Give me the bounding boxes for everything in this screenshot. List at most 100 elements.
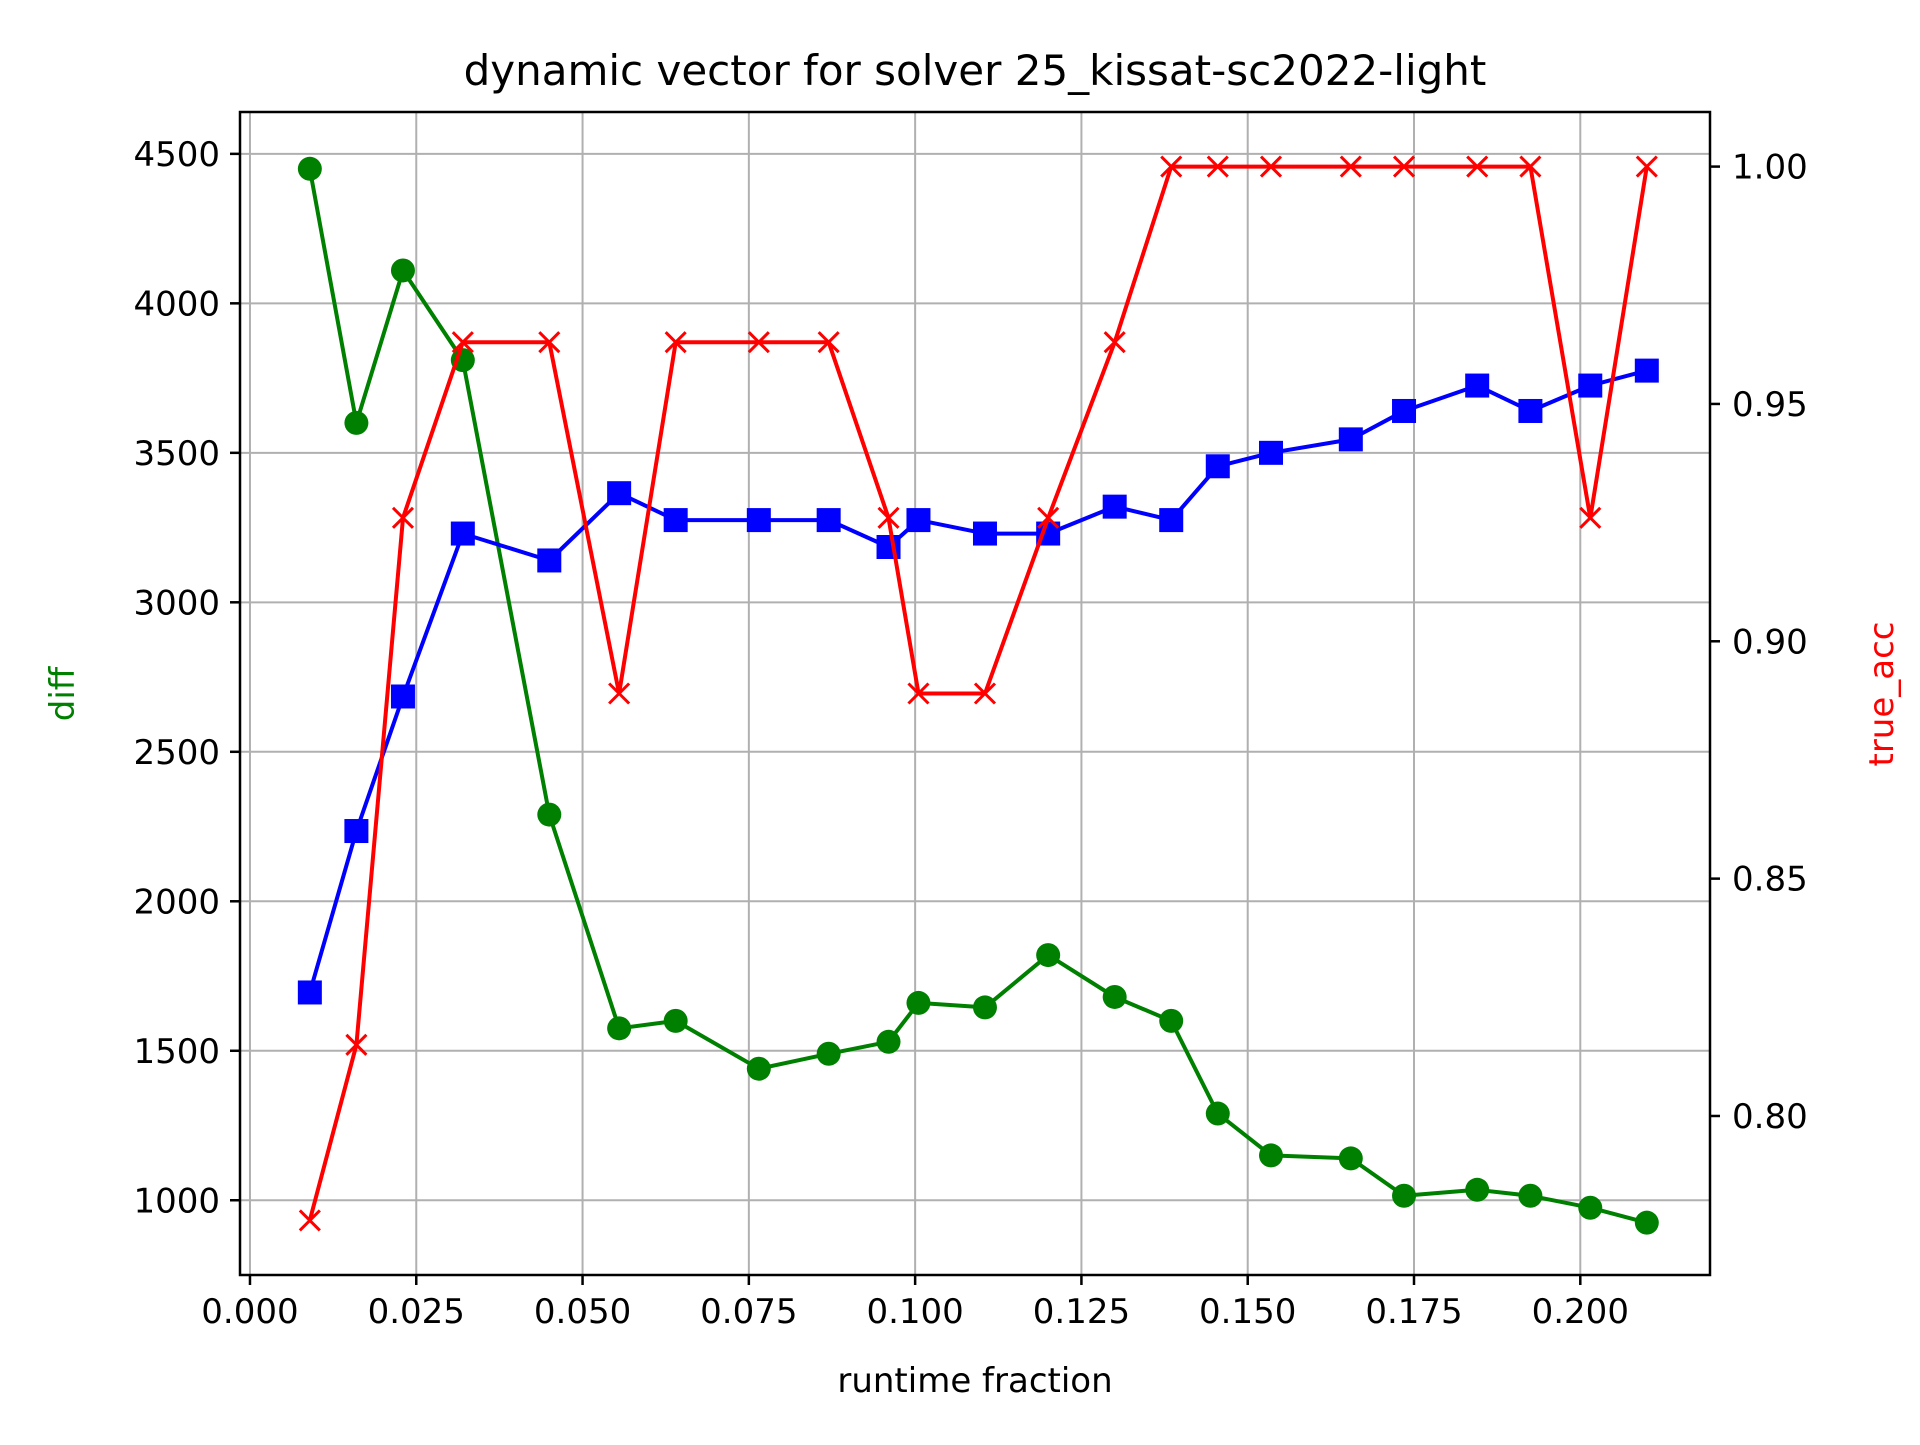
data-point [906, 508, 931, 533]
data-point [451, 331, 474, 354]
grid [240, 112, 1710, 1275]
data-point [1258, 1143, 1283, 1168]
x-tick-label: 0.075 [700, 1292, 797, 1332]
series-x [298, 155, 1658, 1232]
x-tick-label: 0.025 [368, 1292, 465, 1332]
data-point [1518, 398, 1543, 423]
data-point [1205, 454, 1230, 479]
data-point [1258, 440, 1283, 465]
data-point [1578, 373, 1603, 398]
data-point [1634, 1210, 1659, 1235]
x-tick-label: 0.100 [866, 1292, 963, 1332]
x-tick-label: 0.125 [1033, 1292, 1130, 1332]
data-point [1103, 331, 1126, 354]
data-point [1634, 358, 1659, 383]
data-point [1206, 155, 1229, 178]
y-tick-label: 1500 [133, 1032, 220, 1072]
data-point [450, 521, 475, 546]
data-point [1259, 155, 1283, 178]
data-point [607, 1016, 632, 1041]
data-point [973, 682, 997, 705]
data-point [746, 1056, 771, 1081]
data-point [1392, 155, 1416, 178]
data-point [1338, 1146, 1363, 1171]
series-layer [297, 155, 1659, 1235]
data-point [663, 508, 688, 533]
data-point [1037, 506, 1060, 529]
data-point [877, 506, 900, 529]
y-tick-label: 4500 [133, 135, 220, 175]
series-line [307, 368, 1648, 994]
data-point [817, 331, 840, 354]
data-point [663, 1008, 688, 1033]
data-point [1579, 506, 1602, 529]
y2-tick-label: 0.80 [1732, 1097, 1808, 1137]
data-point [390, 684, 415, 709]
y-tick-label: 2500 [133, 733, 220, 773]
data-point [1635, 155, 1658, 178]
data-point [1159, 1008, 1184, 1033]
data-point [1160, 155, 1183, 178]
data-point [1466, 155, 1489, 178]
data-point [298, 1209, 321, 1232]
y2-tick-label: 0.95 [1732, 385, 1808, 425]
y2-tick-label: 0.85 [1732, 860, 1808, 900]
data-point [297, 156, 322, 181]
data-point [390, 258, 415, 283]
data-point [972, 995, 997, 1020]
x-tick-label: 0.150 [1199, 1292, 1296, 1332]
data-point [746, 508, 771, 533]
data-point [1159, 508, 1184, 533]
y-tick-label: 2000 [133, 882, 220, 922]
data-point [1339, 155, 1362, 178]
y-tick-label: 4000 [133, 284, 220, 324]
x-tick-label: 0.050 [534, 1292, 631, 1332]
axes: 0.000 0.025 0.050 0.075 0.100 0.125 0.150 0.175… [133, 135, 1807, 1332]
y-axis-label: diff [43, 665, 83, 721]
y2-axis-label: true_acc [1862, 622, 1902, 767]
data-point [608, 682, 631, 705]
data-point [537, 802, 562, 827]
x-tick-label: 0.175 [1365, 1292, 1462, 1332]
series-circle [297, 156, 1659, 1235]
data-point [1519, 155, 1542, 178]
data-point [816, 1041, 841, 1066]
data-point [1102, 494, 1127, 519]
data-point [1036, 943, 1061, 968]
data-point [1465, 1177, 1490, 1202]
data-point [816, 508, 841, 533]
data-point [1205, 1101, 1230, 1126]
data-point [1338, 427, 1363, 452]
data-point [1102, 984, 1127, 1009]
x-axis-label: runtime fraction [837, 1361, 1112, 1401]
y-tick-label: 1000 [133, 1181, 220, 1221]
data-point [607, 481, 632, 506]
data-point [907, 682, 930, 705]
data-point [1392, 1183, 1417, 1208]
data-point [344, 819, 369, 844]
data-point [747, 331, 770, 354]
series-line [307, 168, 1648, 1225]
data-point [876, 1029, 901, 1054]
data-point [664, 331, 687, 354]
data-point [345, 1033, 368, 1056]
chart-title: dynamic vector for solver 25_kissat-sc20… [464, 46, 1487, 95]
data-point [1392, 398, 1417, 423]
data-point [538, 331, 561, 354]
data-point [1518, 1183, 1543, 1208]
data-point [906, 990, 931, 1015]
y-tick-label: 3500 [133, 434, 220, 474]
y-tick-label: 3000 [133, 583, 220, 623]
y2-tick-label: 0.90 [1732, 622, 1808, 662]
data-point [1465, 373, 1490, 398]
data-point [537, 548, 562, 573]
data-point [391, 506, 415, 529]
data-point [344, 410, 369, 435]
y2-tick-label: 1.00 [1732, 148, 1808, 188]
data-point [1578, 1195, 1603, 1220]
series-square [297, 358, 1659, 1005]
data-point [297, 980, 322, 1005]
series-line [307, 164, 1649, 1221]
